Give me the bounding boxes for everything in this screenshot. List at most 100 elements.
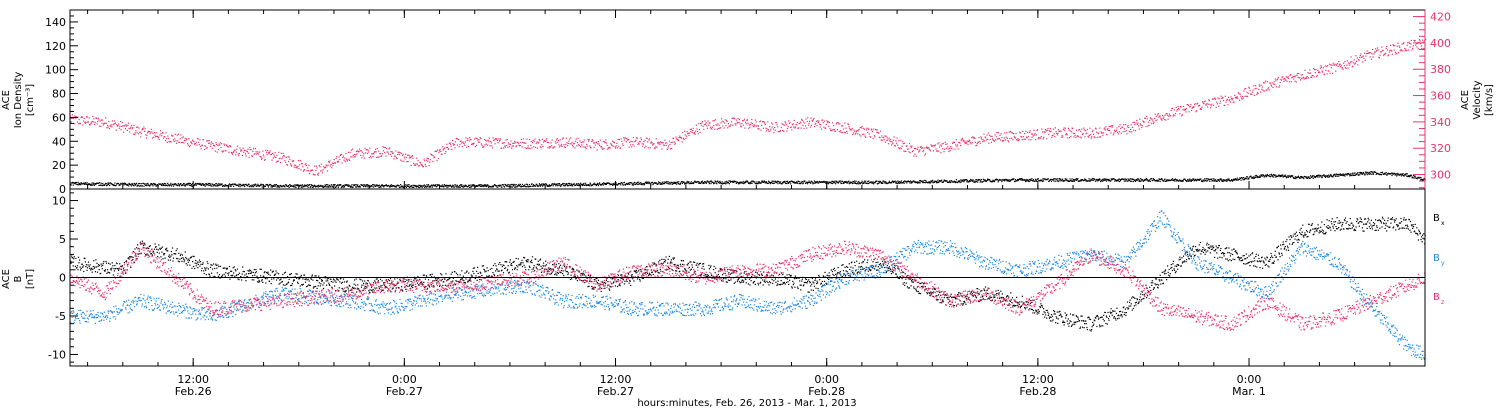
data-point [731,117,733,119]
data-point [1396,45,1398,47]
data-point [317,174,319,176]
data-point [1423,40,1425,42]
data-point [470,186,472,188]
data-point [379,153,381,155]
data-point [80,182,82,184]
data-point [504,146,506,148]
data-point [1207,106,1209,108]
data-point [1221,180,1223,182]
data-point [1213,104,1215,106]
data-point [219,142,221,144]
data-point [477,139,479,141]
data-point [1254,88,1256,90]
data-point [112,265,114,267]
data-point [1029,180,1031,182]
data-point [384,147,386,149]
data-point [868,133,870,135]
data-point [424,160,426,162]
data-point [414,184,416,186]
data-point [1124,130,1126,133]
data-point [195,141,197,143]
data-point [147,132,149,134]
data-point [92,115,94,118]
data-point [282,185,284,187]
data-point [96,262,98,264]
data-point [1400,175,1403,177]
top-right-tick-label: 400 [1430,37,1451,50]
data-point [1319,72,1321,74]
data-point [143,247,145,249]
data-point [687,132,689,134]
data-point [485,143,487,145]
data-point [1337,173,1339,176]
data-point [124,125,126,127]
data-point [1039,180,1041,182]
data-point [581,141,583,143]
data-point [846,181,848,183]
data-point [853,129,855,131]
data-point [735,182,737,184]
data-point [698,122,700,125]
data-point [119,275,121,277]
data-point [451,186,453,188]
data-point [1178,108,1180,110]
data-point [1000,139,1002,141]
data-point [732,181,734,183]
data-point [833,125,835,127]
data-point [1059,130,1061,132]
data-point [576,145,578,147]
data-point [1137,122,1139,124]
data-point [883,139,885,141]
data-point [656,146,658,148]
data-point [405,184,407,186]
data-point [335,157,337,160]
data-point [1410,43,1412,45]
data-point [985,180,987,183]
data-point [402,153,404,155]
data-point [107,126,109,128]
data-point [1193,106,1195,108]
data-point [1073,136,1075,138]
data-point [668,145,670,147]
data-point [1136,178,1139,180]
data-point [1045,130,1047,132]
data-point [347,159,349,161]
data-point [775,122,777,124]
data-point [1384,172,1386,174]
data-point [408,154,410,156]
data-point [492,186,495,188]
data-point [1358,59,1360,61]
data-point [137,253,139,255]
data-point [671,183,673,185]
data-point [514,186,516,188]
data-point [1337,65,1339,68]
data-point [144,128,146,130]
data-point [710,183,712,185]
data-point [1243,179,1245,181]
data-point [932,179,934,181]
data-point [325,164,327,166]
data-point [1315,68,1317,71]
data-point [663,144,665,146]
data-point [930,180,932,182]
data-point [217,149,219,151]
data-point [1087,135,1089,137]
data-point [182,141,184,143]
data-point [814,126,816,128]
data-point [941,143,943,145]
top-left-ylabel-line3: [cm⁻³] [25,84,36,116]
data-point [1352,65,1354,67]
data-point [857,182,859,184]
data-point [1060,130,1062,132]
data-point [502,142,504,144]
data-point [659,183,661,185]
data-point [415,185,417,187]
data-point [83,117,85,119]
data-point [1075,129,1077,131]
data-point [177,184,179,187]
data-point [1085,130,1087,132]
data-point [155,136,157,138]
data-point [1033,134,1036,136]
data-point [610,144,612,146]
data-point [147,182,149,185]
